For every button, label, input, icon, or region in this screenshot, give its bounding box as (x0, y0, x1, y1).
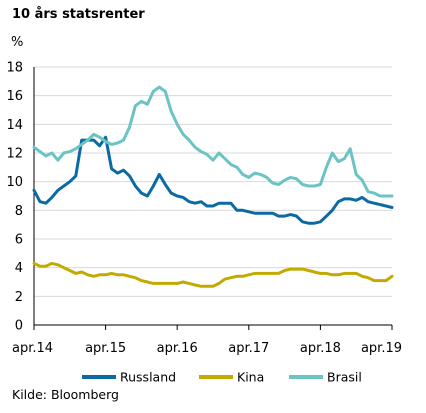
legend-label-kina: Kina (237, 370, 264, 385)
legend: Russland Kina Brasil (82, 370, 362, 385)
series-lines (32, 85, 394, 288)
series-line-brasil (32, 85, 394, 198)
y-tick-label: 8 (15, 204, 23, 219)
y-tick-label: 14 (6, 118, 23, 133)
gridlines (33, 66, 392, 326)
legend-label-russland: Russland (120, 370, 176, 385)
y-axis-unit-label: % (11, 35, 23, 50)
chart-title: 10 års statsrenter (12, 7, 145, 22)
x-tick-label: apr.18 (300, 341, 341, 356)
x-tick-label: apr.16 (157, 341, 198, 356)
series-line-kina (32, 261, 394, 288)
legend-label-brasil: Brasil (327, 370, 362, 385)
y-tick-label: 12 (6, 147, 23, 162)
y-axis-ticks: 0 2 4 6 8 10 12 14 16 18 (6, 61, 23, 334)
y-tick-label: 10 (6, 175, 23, 190)
y-tick-label: 18 (6, 61, 23, 76)
series-line-russland (32, 135, 394, 225)
x-tick-label: apr.17 (228, 341, 269, 356)
x-tick-label: apr.14 (12, 341, 53, 356)
x-axis-ticks: apr.14 apr.15 apr.16 apr.17 apr.18 apr.19 (12, 325, 402, 356)
y-tick-label: 16 (6, 89, 23, 104)
y-tick-label: 4 (15, 261, 23, 276)
y-tick-label: 6 (15, 233, 23, 248)
x-tick-label: apr.15 (85, 341, 126, 356)
source-note: Kilde: Bloomberg (12, 387, 119, 402)
x-tick-label: apr.19 (361, 341, 402, 356)
y-tick-label: 0 (15, 319, 23, 334)
y-tick-label: 2 (15, 290, 23, 305)
